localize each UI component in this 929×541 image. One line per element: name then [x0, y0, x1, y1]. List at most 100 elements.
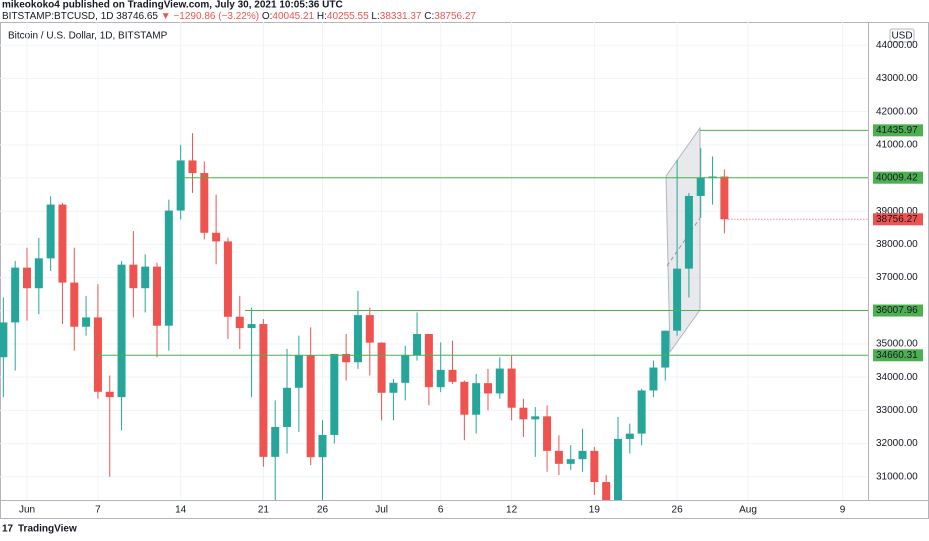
brand: TradingView — [18, 524, 77, 535]
candle-body — [294, 355, 303, 388]
candle-body — [0, 322, 8, 358]
candle-body — [176, 160, 185, 211]
price-line-label: 40009.42 — [876, 172, 918, 183]
candle-body — [448, 369, 457, 382]
x-tick-label: 26 — [672, 505, 684, 516]
l-label: L: — [371, 11, 379, 22]
x-tick-label: 6 — [438, 505, 444, 516]
candle-body — [460, 381, 469, 415]
candle-body — [129, 264, 138, 289]
price-line-label: 34660.31 — [876, 350, 918, 361]
x-tick-label: 12 — [506, 505, 518, 516]
y-tick-label: 31000.00 — [876, 471, 918, 482]
candle-body — [602, 482, 611, 500]
y-tick-label: 35000.00 — [876, 339, 918, 350]
x-tick-label: Jul — [375, 505, 388, 516]
price-line-label: 41435.97 — [876, 125, 918, 136]
candle-body — [200, 173, 209, 233]
candle-body — [318, 434, 327, 458]
x-tick-label: 26 — [317, 505, 329, 516]
high-value: 40255.55 — [327, 11, 369, 22]
candle-body — [436, 369, 445, 388]
candle-body — [235, 316, 244, 329]
candle-body — [342, 353, 351, 363]
candle-body — [11, 267, 20, 323]
currency-box — [889, 28, 915, 43]
y-tick-label: 33000.00 — [876, 405, 918, 416]
candle-body — [353, 315, 362, 363]
last-price-tag — [873, 213, 923, 226]
o-label: O: — [262, 11, 273, 22]
candle-body — [153, 266, 162, 326]
y-tick-label: 42000.00 — [876, 106, 918, 117]
change: ▼ −1290.86 (−3.22%) — [161, 11, 259, 22]
candle-body — [483, 383, 492, 394]
candle-body — [661, 330, 670, 368]
c-label: C: — [424, 11, 434, 22]
candle-body — [519, 407, 528, 420]
candle-body — [637, 390, 646, 434]
candle-body — [673, 268, 682, 331]
channel-mid — [666, 217, 701, 267]
candle-body — [401, 355, 410, 383]
price-line-tag — [873, 171, 923, 184]
h-label: H: — [317, 11, 327, 22]
candle-body — [472, 383, 481, 415]
x-tick-label: 21 — [258, 505, 270, 516]
candle-body — [259, 324, 268, 457]
candle-body — [46, 204, 55, 259]
candle-body — [141, 266, 150, 289]
candle-body — [365, 315, 374, 343]
currency: USD — [891, 31, 912, 42]
candle-body — [377, 342, 386, 393]
candle-body — [696, 177, 705, 196]
logo-mark: 17 — [2, 524, 14, 535]
candle-body — [649, 367, 658, 391]
last-price-label: 38756.27 — [876, 214, 918, 225]
candle-body — [413, 334, 422, 356]
header-values: BITSTAMP:BTCUSD, 1D 38746.65 ▼ −1290.86 … — [2, 11, 476, 22]
candle-body — [188, 160, 197, 174]
author-line: mikeokoko4 published on TradingView.com,… — [2, 0, 343, 11]
candle-body — [58, 204, 67, 283]
price-line-tag — [873, 304, 923, 317]
y-tick-label: 41000.00 — [876, 139, 918, 150]
candle-body — [247, 324, 256, 329]
close-value: 38756.27 — [434, 11, 476, 22]
candle-body — [271, 426, 280, 457]
x-tick-label: Aug — [739, 505, 757, 516]
x-tick-label: 19 — [589, 505, 601, 516]
y-tick-label: 37000.00 — [876, 272, 918, 283]
candle-body — [554, 450, 563, 464]
candle-body — [283, 387, 292, 427]
last-price: 38746.65 — [116, 11, 158, 22]
candle-body — [223, 241, 232, 317]
y-tick-label: 32000.00 — [876, 438, 918, 449]
candle-body — [34, 258, 43, 289]
price-line-tag — [873, 124, 923, 137]
x-tick-label: 14 — [175, 505, 187, 516]
y-tick-label: 43000.00 — [876, 73, 918, 84]
candle-body — [212, 232, 221, 242]
candle-body — [93, 317, 102, 392]
candle-body — [708, 176, 717, 178]
candle-body — [614, 438, 622, 500]
candle-body — [82, 317, 91, 327]
candle-body — [531, 416, 540, 420]
candle-body — [70, 282, 79, 327]
candle-body — [23, 267, 31, 289]
y-tick-label: 44000.00 — [876, 40, 918, 51]
candle-body — [424, 334, 433, 388]
candle-body — [495, 368, 504, 394]
candle-body — [625, 433, 634, 439]
low-value: 38331.37 — [380, 11, 422, 22]
price-line-tag — [873, 349, 923, 362]
candle-body — [389, 382, 398, 393]
x-tick-label: Jun — [19, 505, 35, 516]
chart-title: Bitcoin / U.S. Dollar, 1D, BITSTAMP — [8, 31, 168, 42]
candle-body — [117, 264, 126, 398]
candle-body — [578, 450, 587, 460]
candle-body — [164, 210, 173, 326]
